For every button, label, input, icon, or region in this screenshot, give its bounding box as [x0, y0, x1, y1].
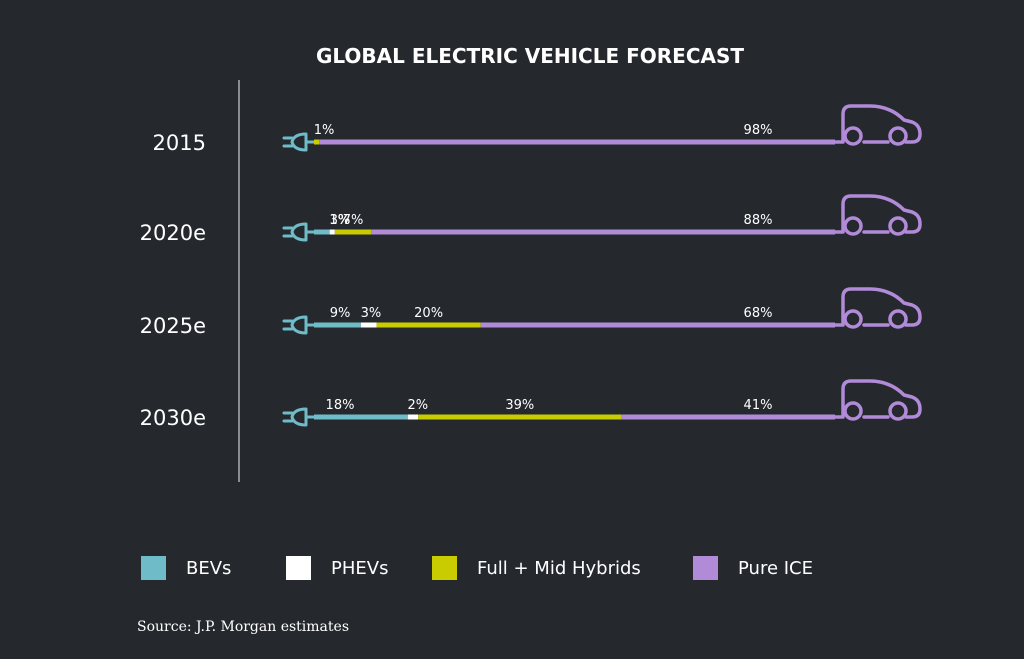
legend-label: PHEVs: [331, 558, 388, 579]
bar-segment: [314, 322, 361, 328]
year-label: 2025e: [140, 314, 206, 338]
bar-segment: [334, 229, 372, 235]
year-label: 2015: [153, 131, 206, 155]
plug-icon: [282, 222, 314, 242]
data-label: 9%: [330, 306, 351, 321]
bar-segment: [371, 229, 835, 235]
bar-segment: [329, 229, 335, 235]
legend-item: BEVs: [141, 556, 231, 580]
year-label: 2030e: [140, 406, 206, 430]
car-icon: [833, 287, 922, 329]
plug-icon: [282, 132, 314, 152]
data-label: 3%: [330, 213, 351, 228]
bar-segment: [418, 414, 622, 420]
chart-title: GLOBAL ELECTRIC VEHICLE FORECAST: [316, 44, 744, 68]
bar-segment: [314, 229, 330, 235]
bar-segment: [360, 322, 377, 328]
car-icon: [833, 194, 922, 236]
data-label: 98%: [744, 123, 773, 138]
data-label: 18%: [326, 398, 355, 413]
data-label: 68%: [744, 306, 773, 321]
bar-segment: [314, 414, 408, 420]
bar-segment: [376, 322, 481, 328]
plug-icon: [282, 407, 314, 427]
car-icon: [833, 104, 922, 146]
data-label: 1%: [329, 213, 350, 228]
legend-label: Full + Mid Hybrids: [477, 558, 641, 579]
source-note: Source: J.P. Morgan estimates: [137, 619, 350, 635]
bar-row: 2025e 9% 3% 20% 68%: [140, 287, 922, 338]
data-label: 41%: [744, 398, 773, 413]
data-label: 39%: [505, 398, 534, 413]
bar-row: 2020e 3%1%7% 88%: [140, 194, 922, 245]
data-label: 3%: [361, 306, 382, 321]
bar-row: 2015 1% 98%: [153, 104, 922, 155]
legend-swatch: [693, 556, 718, 580]
legend-item: PHEVs: [286, 556, 388, 580]
data-label: 88%: [744, 213, 773, 228]
bar-segment: [407, 414, 419, 420]
legend-item: Pure ICE: [693, 556, 813, 580]
legend-swatch: [286, 556, 311, 580]
data-label: 20%: [414, 306, 443, 321]
data-label: 1%: [314, 123, 335, 138]
bar-segment: [319, 139, 836, 145]
bar-segment: [314, 139, 320, 145]
legend-label: Pure ICE: [738, 558, 813, 579]
bar-segment: [621, 414, 835, 420]
legend-item: Full + Mid Hybrids: [432, 556, 641, 580]
legend: BEVs PHEVs Full + Mid Hybrids Pure ICE: [141, 556, 813, 580]
bar-row: 2030e 18% 2% 39% 41%: [140, 379, 922, 430]
data-label: 7%: [343, 213, 364, 228]
plug-icon: [282, 315, 314, 335]
legend-swatch: [432, 556, 457, 580]
legend-swatch: [141, 556, 166, 580]
year-label: 2020e: [140, 221, 206, 245]
car-icon: [833, 379, 922, 421]
bar-segment: [480, 322, 835, 328]
legend-label: BEVs: [186, 558, 231, 579]
data-label: 2%: [407, 398, 428, 413]
